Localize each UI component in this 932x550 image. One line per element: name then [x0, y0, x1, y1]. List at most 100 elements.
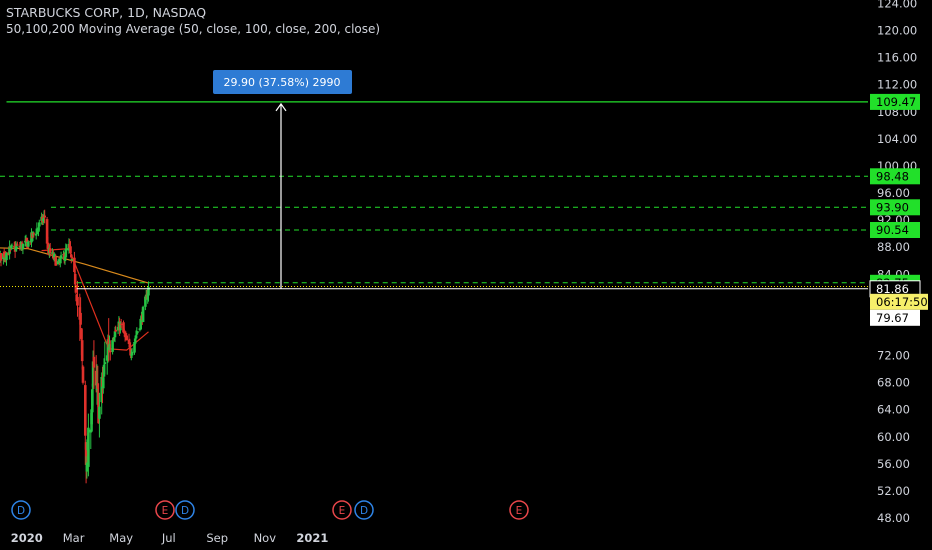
candle-body — [139, 318, 142, 330]
candle-body — [8, 246, 11, 254]
x-axis-tick-label: May — [109, 531, 133, 545]
x-axis-tick-label: 2021 — [296, 531, 328, 545]
candle-body — [108, 344, 111, 350]
candle-body — [103, 362, 107, 365]
event-circle — [509, 500, 529, 520]
candle-body — [125, 335, 128, 341]
candle-body — [113, 331, 117, 338]
price-tag — [870, 93, 920, 110]
candle-body — [70, 259, 74, 261]
price-tag-label: 109.47 — [876, 95, 916, 109]
measure-callout-label: 29.90 (37.58%) 2990 — [223, 76, 340, 89]
candle-body — [25, 237, 29, 242]
candle-body — [59, 258, 62, 263]
event-circle — [332, 500, 352, 520]
candle-body — [84, 385, 87, 436]
event-circle — [354, 500, 374, 520]
candle-body — [141, 306, 145, 322]
candle-body — [45, 219, 49, 244]
price-tag-label: 81.86 — [876, 282, 909, 296]
earnings-marker[interactable]: E — [509, 500, 529, 520]
price-tag — [870, 199, 920, 216]
dividend-marker[interactable]: D — [175, 500, 195, 520]
candle-body — [130, 351, 134, 356]
y-axis-tick-label: 64.00 — [877, 403, 910, 417]
candle-body — [147, 287, 150, 296]
candle-body — [100, 377, 103, 403]
candle-body — [135, 333, 139, 335]
candle-body — [46, 242, 50, 249]
candle-body — [89, 429, 93, 433]
x-axis-tick-label: Nov — [254, 531, 277, 545]
earnings-marker[interactable]: E — [155, 500, 175, 520]
candle-body — [57, 259, 61, 261]
candle-body — [133, 342, 136, 353]
candle-body — [128, 342, 132, 348]
candle-body — [73, 257, 76, 272]
candle-body — [27, 241, 30, 247]
candle-body — [134, 336, 138, 338]
candle-body — [70, 254, 73, 258]
price-tag-label: 98.48 — [876, 169, 909, 183]
y-axis-tick-label: 68.00 — [877, 376, 910, 390]
candle-body — [111, 340, 114, 352]
candle-body — [51, 252, 54, 255]
candle-body — [91, 361, 95, 387]
candle-body — [119, 322, 122, 331]
candle-body — [91, 389, 94, 413]
candle-body — [13, 246, 16, 248]
indicator-label: 50,100,200 Moving Average (50, close, 10… — [6, 22, 381, 36]
candle-body — [102, 364, 106, 375]
candle-body — [35, 228, 39, 234]
event-label: E — [516, 505, 523, 517]
event-circle — [155, 500, 175, 520]
candle-body — [133, 338, 137, 342]
candle-body — [64, 249, 68, 258]
candle-body — [84, 442, 88, 465]
y-axis-tick-label: 48.00 — [877, 511, 910, 525]
chart-title: STARBUCKS CORP, 1D, NASDAQ — [6, 5, 207, 20]
price-tag-label: 79.67 — [876, 311, 909, 325]
candle-body — [80, 329, 83, 340]
candle-body — [63, 256, 67, 262]
candle-body — [114, 329, 117, 332]
candle-body — [119, 323, 123, 325]
price-tag-label: 93.90 — [876, 200, 909, 214]
candle-body — [10, 245, 14, 247]
dividend-marker[interactable]: D — [11, 500, 31, 520]
event-label: D — [360, 505, 368, 517]
candle-body — [9, 245, 13, 248]
candle-body — [124, 334, 128, 336]
x-axis-tick-label: Sep — [206, 531, 228, 545]
candle-body — [54, 256, 57, 266]
candle-body — [107, 337, 110, 348]
event-label: D — [181, 505, 189, 517]
price-tag — [870, 293, 928, 310]
candle-body — [90, 409, 93, 425]
measure-callout[interactable] — [213, 70, 352, 94]
candle-body — [37, 227, 40, 231]
price-tag-label: 90.54 — [876, 223, 909, 237]
candle-body — [74, 285, 78, 293]
dividend-marker[interactable]: D — [354, 500, 374, 520]
event-circle — [175, 500, 195, 520]
candle-body — [5, 252, 8, 261]
y-axis-tick-label: 96.00 — [877, 186, 910, 200]
candle-body — [112, 337, 116, 341]
candle-body — [81, 366, 85, 383]
candle-body — [21, 243, 25, 250]
y-axis-tick-label: 104.00 — [877, 132, 917, 146]
candle-body — [136, 331, 139, 333]
y-axis-tick-label: 56.00 — [877, 457, 910, 471]
candle-body — [123, 332, 126, 334]
earnings-marker[interactable]: E — [332, 500, 352, 520]
candle-body — [48, 248, 52, 254]
candle-body — [129, 348, 132, 356]
y-axis-tick-label: 112.00 — [877, 78, 917, 92]
candle-body — [53, 255, 57, 257]
price-tag — [870, 309, 920, 326]
candle-body — [106, 339, 110, 361]
candle-body — [68, 244, 71, 248]
candle-body — [109, 350, 112, 353]
